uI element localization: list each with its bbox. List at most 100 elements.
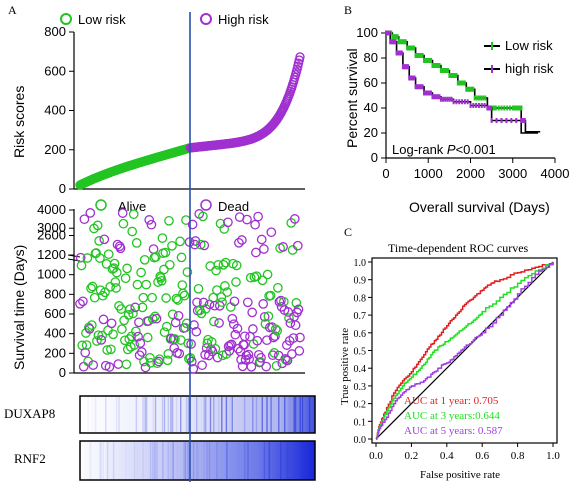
survival-point-dead [136, 347, 147, 357]
survival-point-alive [170, 334, 180, 344]
survival-point-alive [136, 267, 146, 278]
heatmap-stripe-duxap8 [201, 397, 202, 432]
roc-x-tick-label: 0.2 [405, 450, 419, 462]
survival-point-alive [122, 263, 132, 274]
heatmap-stripe-duxap8 [94, 397, 95, 432]
heatmap-stripe-rnf2 [154, 442, 156, 479]
survival-point-dead [237, 235, 247, 245]
survival-point-alive [139, 254, 150, 265]
survival-y-axis-label: Survival time (Days) [11, 245, 27, 370]
survival-point-alive [81, 340, 92, 350]
survival-point-dead [113, 359, 124, 369]
heatmap-stripe-rnf2 [106, 442, 109, 479]
survival-point-dead [206, 344, 216, 355]
km-x-tick-label: 1000 [414, 166, 443, 181]
heatmap-stripe-duxap8 [105, 397, 107, 432]
heatmap-stripe-duxap8 [144, 397, 146, 432]
km-y-axis-label: Percent survival [344, 48, 360, 148]
survival-point-alive [86, 320, 97, 330]
heatmap-stripe-rnf2 [149, 442, 152, 479]
survival-point-alive [82, 253, 93, 263]
survival-point-dead [259, 311, 270, 322]
survival-point-dead [78, 296, 88, 307]
survival-point-alive [131, 326, 141, 337]
heatmap-stripe-rnf2 [208, 442, 211, 479]
survival-y-tick-label: 0 [59, 365, 66, 380]
heatmap-stripe-rnf2 [268, 442, 270, 479]
roc-legend-3-years: AUC at 3 years:0.644 [404, 410, 500, 422]
heatmap-stripe-rnf2 [112, 442, 115, 479]
survival-point-dead [234, 237, 244, 248]
heatmap-stripe-rnf2 [100, 442, 102, 479]
survival-point-alive [272, 325, 283, 336]
heatmap-stripe-rnf2 [177, 442, 178, 479]
survival-point-dead [186, 356, 197, 367]
survival-point-dead [259, 244, 269, 254]
heatmap-stripe-duxap8 [243, 397, 246, 432]
heatmap-stripe-duxap8 [293, 397, 295, 432]
survival-point-dead [85, 208, 96, 218]
heatmap-stripe-duxap8 [217, 397, 220, 432]
survival-point-alive [120, 273, 131, 284]
heatmap-stripe-duxap8 [163, 397, 166, 432]
survival-point-alive [93, 330, 104, 341]
heatmap-row-label-rnf2: RNF2 [14, 451, 46, 466]
survival-point-alive [164, 259, 175, 270]
heatmap-stripe-rnf2 [167, 442, 169, 479]
survival-point-alive [218, 259, 229, 270]
roc-x-tick-label: 0.6 [475, 450, 489, 462]
survival-point-alive [94, 236, 104, 246]
survival-point-alive [161, 293, 171, 303]
heatmap-stripe-duxap8 [278, 397, 280, 432]
heatmap-stripe-rnf2 [108, 442, 109, 479]
survival-point-dead [250, 219, 260, 230]
panel-label-c: C [344, 225, 352, 239]
survival-point-alive [147, 314, 158, 324]
survival-point-alive [129, 340, 140, 350]
survival-point-dead [130, 302, 141, 313]
heatmap-stripe-duxap8 [171, 397, 174, 432]
survival-point-dead [198, 297, 209, 308]
roc-x-axis-label: False positive rate [420, 469, 500, 481]
survival-point-alive [106, 344, 116, 355]
survival-point-alive [138, 292, 149, 303]
legend-marker-dead [200, 199, 212, 211]
survival-point-dead [133, 331, 143, 342]
survival-point-dead [104, 362, 115, 372]
risk-score-y-axis-label: Risk scores [11, 86, 27, 158]
heatmap-stripe-duxap8 [289, 397, 290, 432]
heatmap-stripe-rnf2 [90, 442, 92, 479]
survival-point-dead [223, 217, 233, 228]
roc-y-tick-label: 1.0 [354, 258, 367, 269]
survival-point-alive [108, 329, 118, 340]
heatmap-stripe-rnf2 [226, 442, 228, 479]
heatmap-stripe-duxap8 [161, 397, 164, 432]
survival-point-dead [187, 219, 198, 230]
survival-point-dead [242, 297, 253, 308]
survival-point-alive [273, 282, 283, 293]
heatmap-stripe-duxap8 [175, 397, 178, 432]
roc-reference-diagonal [375, 261, 554, 440]
km-y-tick-label: 0 [371, 150, 378, 165]
km-y-tick-label: 80 [364, 50, 378, 65]
roc-y-tick-label: 0.2 [354, 400, 367, 411]
survival-point-alive [119, 315, 129, 326]
survival-point-alive [263, 311, 274, 322]
survival-point-dead [248, 324, 258, 334]
heatmap-stripe-rnf2 [156, 442, 158, 479]
legend-label-high-risk: High risk [218, 12, 269, 27]
survival-point-alive [193, 283, 204, 294]
survival-point-dead [88, 360, 99, 370]
survival-point-dead [282, 355, 293, 366]
heatmap-stripe-rnf2 [88, 442, 91, 479]
survival-point-dead [253, 211, 263, 222]
survival-y-tick-label: 800 [44, 286, 66, 301]
survival-point-dead [96, 335, 107, 345]
survival-point-alive [181, 318, 192, 329]
heatmap-stripe-duxap8 [225, 397, 228, 432]
survival-point-alive [157, 233, 168, 243]
survival-y-tick-label: 400 [44, 326, 66, 341]
survival-y-tick-label: 1000 [37, 267, 66, 282]
survival-point-dead [252, 335, 263, 346]
survival-point-alive [147, 292, 157, 303]
